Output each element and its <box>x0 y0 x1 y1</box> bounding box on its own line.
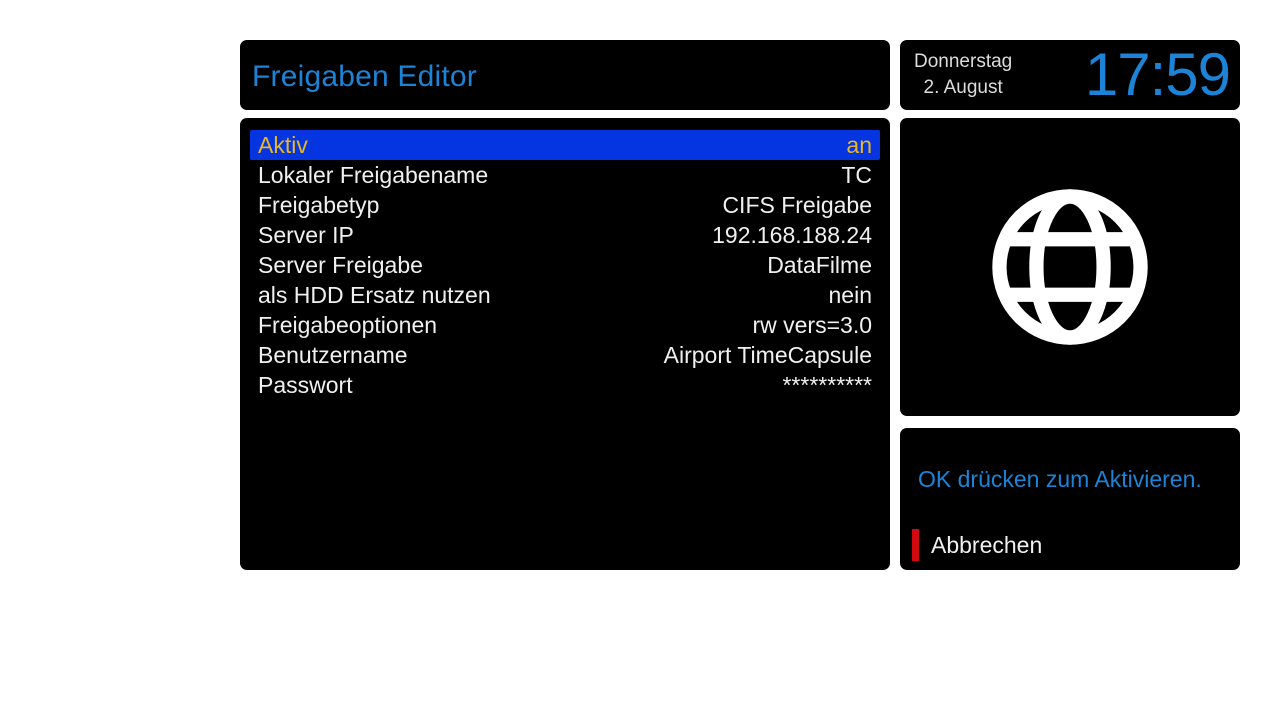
settings-list: Aktiv an Lokaler Freigabename TC Freigab… <box>240 118 890 570</box>
setting-label: Lokaler Freigabename <box>258 161 489 188</box>
setting-label: Server Freigabe <box>258 251 423 278</box>
setting-value: an <box>846 131 872 158</box>
setting-label: Freigabeoptionen <box>258 311 438 338</box>
preview-panel <box>900 118 1240 416</box>
setting-label: Server IP <box>258 221 354 248</box>
red-button-indicator-icon <box>912 529 919 561</box>
settings-row-lokaler-freigabename[interactable]: Lokaler Freigabename TC <box>250 160 880 190</box>
setting-value: Airport TimeCapsule <box>663 341 872 368</box>
weekday-label: Donnerstag <box>914 51 1013 72</box>
settings-row-passwort[interactable]: Passwort ********** <box>250 370 880 400</box>
date-label: 2. August <box>923 77 1003 98</box>
setting-value: CIFS Freigabe <box>722 191 872 218</box>
red-button-label: Abbrechen <box>931 531 1043 558</box>
clock-panel: Donnerstag 2. August 17:59 <box>900 40 1240 110</box>
settings-row-freigabeoptionen[interactable]: Freigabeoptionen rw vers=3.0 <box>250 310 880 340</box>
setting-label: Aktiv <box>258 131 308 158</box>
page-title: Freigaben Editor <box>252 60 477 93</box>
setting-value: rw vers=3.0 <box>752 311 872 338</box>
settings-row-hdd-ersatz[interactable]: als HDD Ersatz nutzen nein <box>250 280 880 310</box>
setting-value: TC <box>841 161 872 188</box>
setting-value: DataFilme <box>767 251 872 278</box>
red-button-abbrechen[interactable]: Abbrechen <box>912 528 1042 562</box>
ok-hint-text: OK drücken zum Aktivieren. <box>918 466 1202 492</box>
setting-value: ********** <box>782 371 872 398</box>
setting-value: 192.168.188.24 <box>712 221 872 248</box>
clock-time: 17:59 <box>1084 41 1231 108</box>
settings-row-benutzername[interactable]: Benutzername Airport TimeCapsule <box>250 340 880 370</box>
setting-label: als HDD Ersatz nutzen <box>258 281 491 308</box>
settings-row-server-freigabe[interactable]: Server Freigabe DataFilme <box>250 250 880 280</box>
setting-label: Benutzername <box>258 341 408 368</box>
title-panel: Freigaben Editor <box>240 40 890 110</box>
globe-icon <box>992 189 1148 345</box>
date-block: Donnerstag 2. August <box>900 49 1012 101</box>
setting-label: Freigabetyp <box>258 191 380 218</box>
settings-row-aktiv[interactable]: Aktiv an <box>250 130 880 160</box>
footer-panel: OK drücken zum Aktivieren. Abbrechen <box>900 428 1240 570</box>
setting-value: nein <box>828 281 872 308</box>
setting-label: Passwort <box>258 371 353 398</box>
settings-row-server-ip[interactable]: Server IP 192.168.188.24 <box>250 220 880 250</box>
settings-row-freigabetyp[interactable]: Freigabetyp CIFS Freigabe <box>250 190 880 220</box>
